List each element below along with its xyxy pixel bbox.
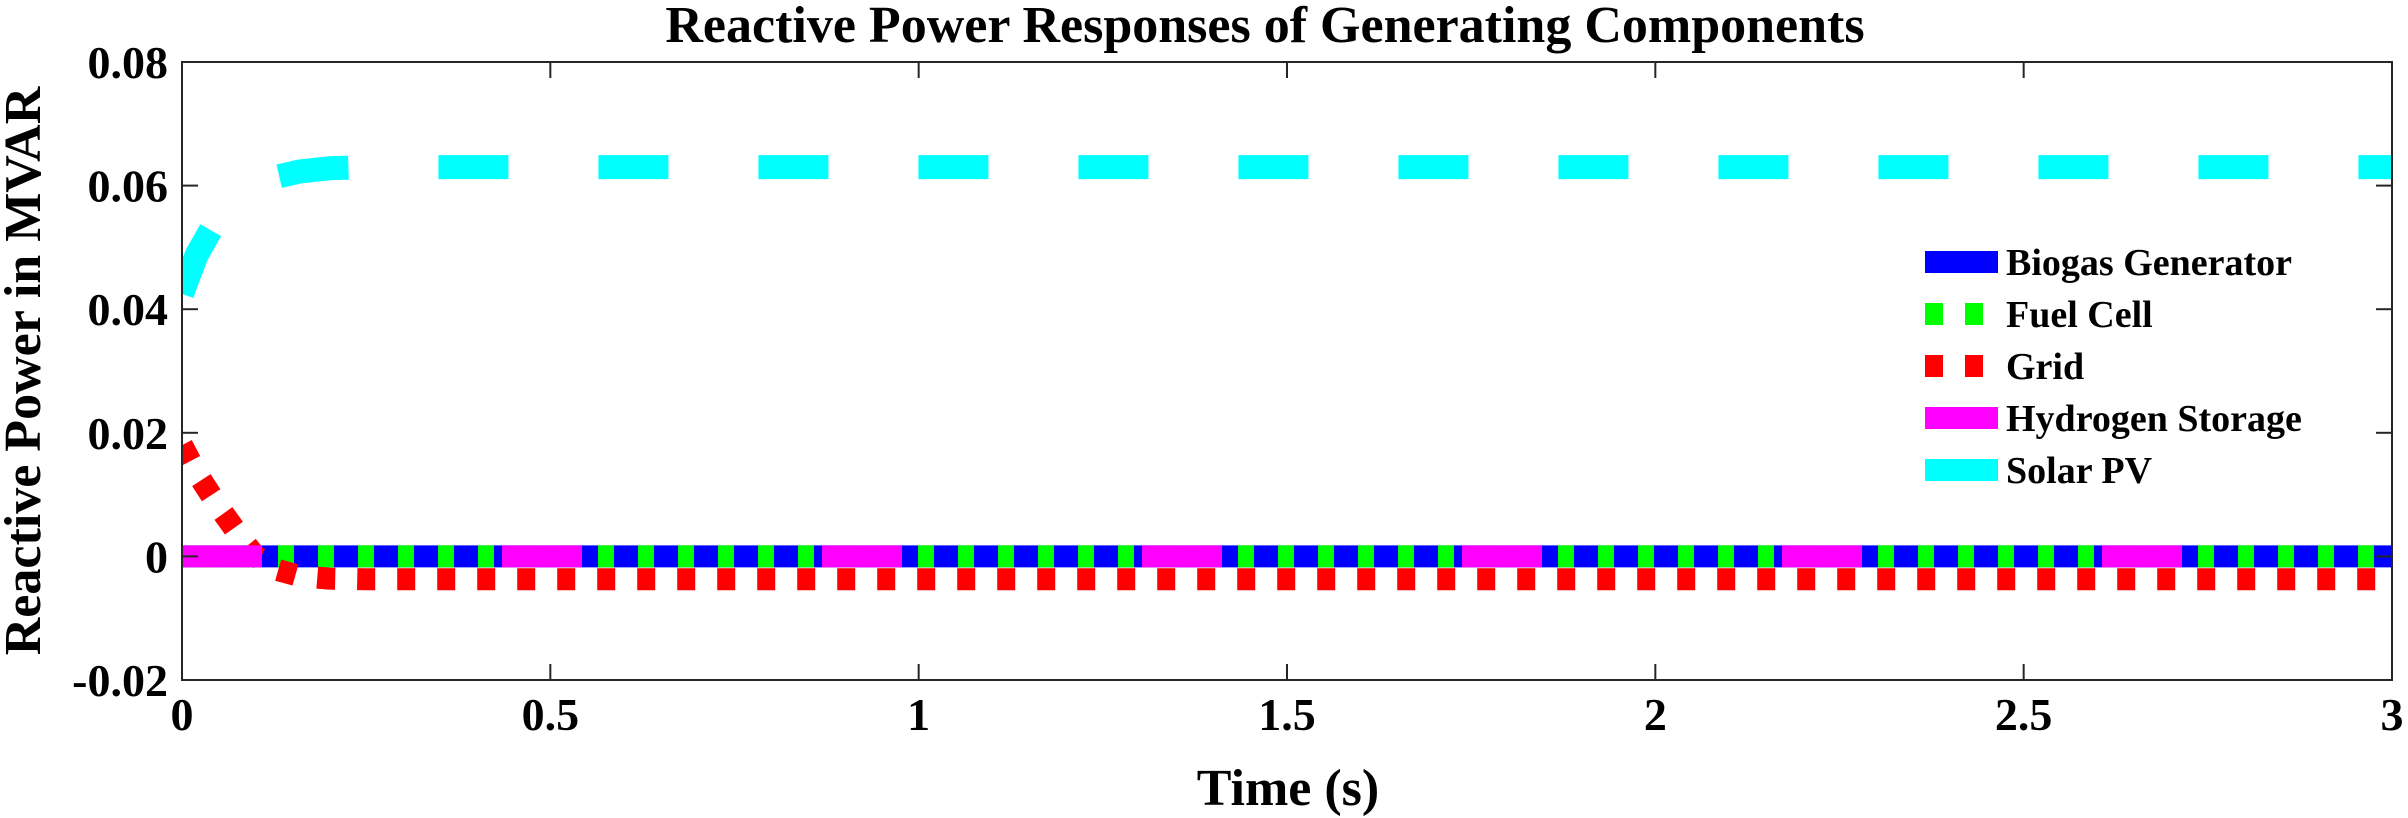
series-layer — [182, 155, 2392, 591]
x-axis-label: Time (s) — [1197, 760, 1379, 817]
legend: Biogas Generator Fuel Cell Grid Hydrogen St… — [1925, 242, 2302, 492]
y-tick-label: -0.02 — [72, 655, 168, 706]
legend-label-grid: Grid — [2006, 346, 2084, 388]
x-tick-label: 0.5 — [522, 689, 580, 740]
legend-label-biogas-generator: Biogas Generator — [2006, 242, 2292, 284]
x-tick-label: 1.5 — [1258, 689, 1316, 740]
legend-label-solar-pv: Solar PV — [2006, 450, 2153, 492]
y-tick-label: 0.04 — [88, 284, 169, 335]
x-tick-label: 3 — [2381, 689, 2404, 740]
legend-label-fuel-cell: Fuel Cell — [2006, 294, 2153, 336]
x-tick-label: 0 — [171, 689, 194, 740]
y-tick-label: 0.02 — [88, 408, 169, 459]
x-tick-label: 2.5 — [1995, 689, 2053, 740]
y-tick-label: 0 — [145, 531, 168, 582]
chart-title: Reactive Power Responses of Generating C… — [665, 0, 1864, 54]
y-axis-label: Reactive Power in MVAR — [0, 85, 52, 655]
y-tick-label: 0.06 — [88, 161, 169, 212]
y-tick-label: 0.08 — [88, 37, 169, 88]
legend-label-hydrogen-storage: Hydrogen Storage — [2006, 398, 2302, 440]
series-line-solar-pv — [182, 155, 2392, 299]
x-tick-label: 2 — [1644, 689, 1667, 740]
x-tick-label: 1 — [907, 689, 930, 740]
